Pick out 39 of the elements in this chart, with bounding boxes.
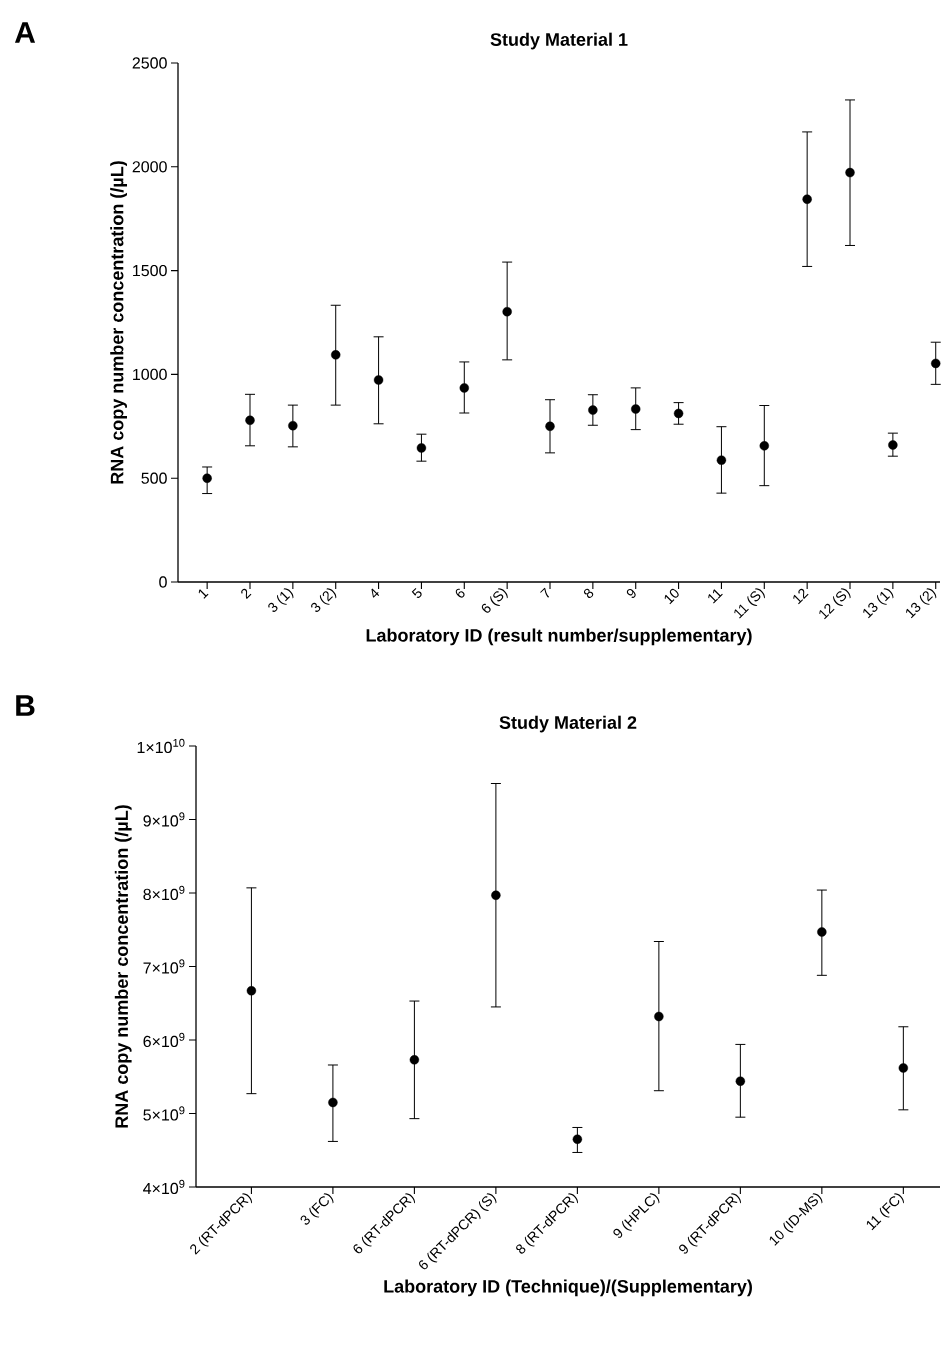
y-tick-label: 4×10$^{9}$ bbox=[143, 1179, 185, 1195]
x-tick-label: 11 (S) bbox=[734, 588, 765, 619]
y-tick-label: 5×10$^{9}$ bbox=[143, 1106, 185, 1121]
y-tick-label: 0 bbox=[159, 576, 167, 588]
y-tick-label: 2000 bbox=[132, 161, 167, 173]
x-tick-label: 4 bbox=[371, 588, 380, 598]
x-tick-label: 2 bbox=[241, 588, 252, 599]
x-tick-label: 6 bbox=[455, 588, 465, 598]
x-tick-label: 7 bbox=[540, 587, 550, 598]
y-tick-label: 1000 bbox=[133, 368, 167, 381]
text: A bbox=[14, 22, 36, 43]
x-tick-label: 9 bbox=[626, 588, 636, 598]
x-tick-label: 12 bbox=[793, 588, 809, 605]
x-tick-label: 11 bbox=[708, 589, 723, 604]
chart-title: Study Material 2 bbox=[499, 715, 637, 733]
y-tick-label: 1×10$^{10}$ bbox=[137, 738, 185, 754]
y-tick-label: 7×10$^{9}$ bbox=[143, 959, 185, 974]
y-tick-label: 2500 bbox=[132, 57, 167, 69]
x-tick-label: 13 (1) bbox=[863, 588, 894, 619]
x-tick-label: 13 (2) bbox=[906, 588, 937, 619]
x-tick-label: 12 (S) bbox=[819, 588, 851, 620]
x-axis-title: Laboratory ID (result number/supplementary) bbox=[366, 628, 752, 646]
x-tick-label: 3 (2) bbox=[311, 588, 337, 613]
text: B bbox=[16, 695, 35, 716]
y-tick-label: 1500 bbox=[133, 264, 167, 277]
x-axis-title: Laboratory ID (Technique)/(Supplementary) bbox=[384, 1279, 752, 1297]
x-tick-label: 6 (S) bbox=[481, 588, 508, 613]
x-tick-label: 10 bbox=[664, 588, 679, 605]
y-tick-label: 9×10$^{9}$ bbox=[143, 812, 185, 827]
y-tick-label: 8×10$^{9}$ bbox=[143, 885, 185, 901]
x-tick-label: 5 bbox=[411, 587, 422, 598]
x-tick-label: 1 bbox=[198, 589, 209, 599]
y-axis-title: RNA copy number concentration (/µL) bbox=[114, 805, 132, 1128]
y-tick-label: 500 bbox=[141, 472, 167, 484]
y-axis-title: RNA copy number concentration (/µL) bbox=[110, 161, 128, 484]
chart-title: Study Material 1 bbox=[490, 32, 628, 50]
x-tick-label: 8 bbox=[583, 588, 594, 598]
y-tick-label: 6×10$^{9}$ bbox=[143, 1032, 185, 1048]
x-tick-label: 3 (1) bbox=[268, 588, 294, 613]
